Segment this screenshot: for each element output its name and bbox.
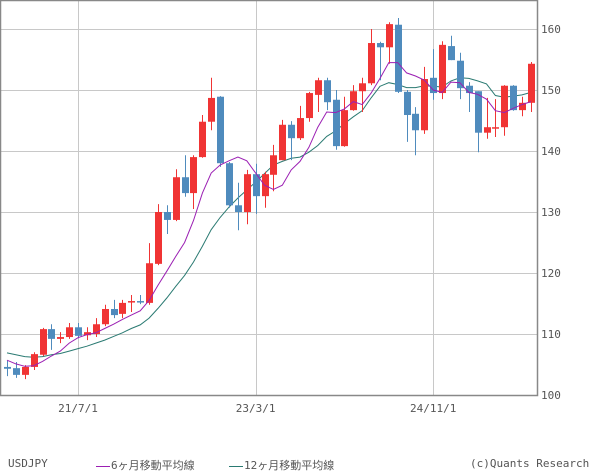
candle bbox=[208, 77, 215, 131]
candle bbox=[84, 327, 91, 341]
candle bbox=[199, 115, 206, 158]
candle bbox=[412, 107, 419, 156]
ma12-swatch-icon bbox=[229, 465, 243, 467]
candle bbox=[235, 182, 242, 231]
candle bbox=[404, 90, 411, 142]
candle bbox=[75, 323, 82, 339]
candle bbox=[279, 119, 286, 161]
candle bbox=[510, 85, 517, 111]
candle bbox=[448, 35, 455, 61]
candle bbox=[128, 294, 135, 313]
y-tick-label: 150 bbox=[541, 84, 561, 97]
candle bbox=[333, 90, 340, 150]
candle bbox=[137, 294, 144, 305]
candle bbox=[484, 97, 491, 139]
candle bbox=[57, 332, 64, 344]
candles bbox=[4, 18, 535, 380]
chart-frame bbox=[0, 0, 539, 397]
candle bbox=[182, 155, 189, 197]
candle bbox=[262, 171, 269, 208]
candle bbox=[270, 144, 277, 192]
chart-legend: USDJPY 6ヶ月移動平均線 12ヶ月移動平均線 (c)Quants Rese… bbox=[0, 455, 600, 475]
candle bbox=[288, 121, 295, 161]
candle bbox=[439, 41, 446, 100]
legend-ma6: 6ヶ月移動平均線 bbox=[96, 457, 195, 473]
candle bbox=[93, 318, 100, 338]
candle bbox=[297, 105, 304, 141]
candle bbox=[22, 365, 29, 380]
candle bbox=[528, 61, 535, 112]
candle bbox=[377, 41, 384, 81]
candle bbox=[146, 243, 153, 305]
candle bbox=[430, 49, 437, 100]
candle bbox=[386, 22, 393, 64]
candle bbox=[31, 352, 38, 370]
candlestick-chart: 100 110 120 130 140 150 160 21/7/1 23/3/1 24/11/… bbox=[0, 0, 561, 415]
y-tick-label: 160 bbox=[541, 23, 561, 36]
candle bbox=[519, 96, 526, 117]
candle bbox=[244, 169, 251, 225]
candle bbox=[492, 99, 499, 137]
candle bbox=[13, 362, 20, 378]
symbol-label: USDJPY bbox=[8, 457, 48, 470]
candle bbox=[66, 323, 73, 339]
candle bbox=[217, 96, 224, 167]
candle bbox=[306, 91, 313, 122]
candle bbox=[315, 77, 322, 112]
y-tick-label: 110 bbox=[541, 328, 561, 341]
candle bbox=[40, 327, 47, 356]
y-tick-label: 140 bbox=[541, 145, 561, 158]
candle bbox=[324, 77, 331, 111]
candle bbox=[4, 360, 11, 377]
legend-ma12: 12ヶ月移動平均線 bbox=[229, 457, 334, 473]
candle bbox=[155, 204, 162, 266]
ma12-line bbox=[6, 77, 532, 358]
candle bbox=[359, 77, 366, 112]
candle bbox=[253, 163, 260, 214]
x-tick-label: 24/11/1 bbox=[410, 402, 456, 415]
candle bbox=[119, 299, 126, 319]
y-axis: 100 110 120 130 140 150 160 bbox=[541, 23, 561, 402]
ma6-swatch-icon bbox=[96, 465, 110, 467]
y-tick-label: 130 bbox=[541, 206, 561, 219]
candle bbox=[341, 96, 348, 147]
candle bbox=[164, 205, 171, 234]
y-tick-label: 100 bbox=[541, 389, 561, 402]
candle bbox=[173, 169, 180, 222]
x-tick-label: 21/7/1 bbox=[58, 402, 98, 415]
ma6-line bbox=[6, 62, 532, 367]
candle bbox=[457, 52, 464, 100]
candle bbox=[226, 161, 233, 208]
credit-label: (c)Quants Research bbox=[470, 457, 590, 470]
x-axis: 21/7/1 23/3/1 24/11/1 bbox=[58, 402, 456, 415]
candle bbox=[466, 82, 473, 112]
candle bbox=[501, 85, 508, 136]
candle bbox=[475, 91, 482, 153]
candle bbox=[111, 299, 118, 319]
candle bbox=[421, 66, 428, 134]
candle bbox=[368, 29, 375, 86]
candle bbox=[395, 18, 402, 94]
candle bbox=[48, 324, 55, 350]
candle bbox=[190, 155, 197, 209]
x-tick-label: 23/3/1 bbox=[236, 402, 276, 415]
candle bbox=[102, 304, 109, 327]
y-tick-label: 120 bbox=[541, 267, 561, 280]
candle bbox=[350, 85, 357, 111]
